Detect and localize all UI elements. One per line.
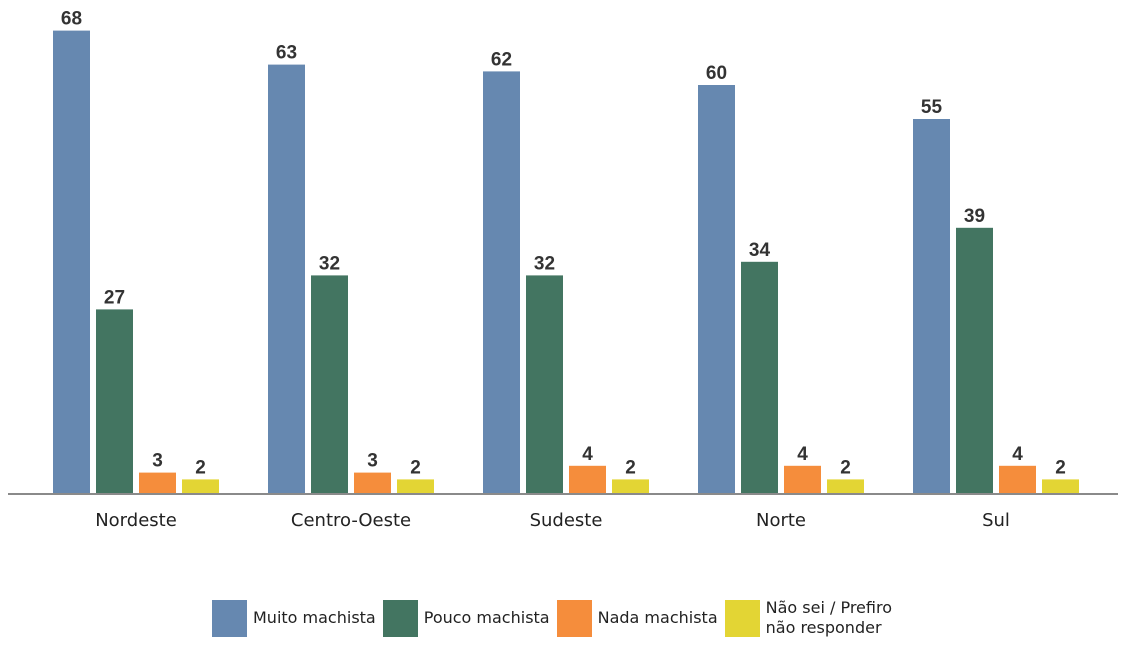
value-label-nordeste-nao-sei-prefiro-nao-responder: 2 [195, 457, 206, 478]
bar-nordeste-pouco-machista [96, 309, 133, 493]
legend-swatch [212, 599, 247, 637]
value-label-sul-nada-machista: 4 [1012, 444, 1023, 465]
value-label-norte-nao-sei-prefiro-nao-responder: 2 [840, 457, 851, 478]
value-label-nordeste-pouco-machista: 27 [104, 287, 125, 308]
x-tick-labels-group: Nordeste Centro-Oeste Sudeste Norte Sul [95, 510, 1010, 531]
value-label-nordeste-nada-machista: 3 [152, 451, 163, 472]
bar-sul-pouco-machista [956, 227, 993, 494]
value-label-centro-oeste-muito-machista: 63 [276, 43, 297, 64]
value-label-sul-muito-machista: 55 [921, 97, 943, 118]
value-label-sul-nao-sei-prefiro-nao-responder: 2 [1055, 457, 1066, 478]
bar-sul-nada-machista [999, 465, 1036, 493]
value-label-nordeste-muito-machista: 68 [61, 9, 82, 30]
bar-norte-muito-machista [698, 85, 735, 493]
value-label-sudeste-nada-machista: 4 [582, 444, 593, 465]
value-label-centro-oeste-nao-sei-prefiro-nao-responder: 2 [410, 457, 421, 478]
bar-sul-muito-machista [913, 119, 950, 493]
bar-sudeste-nada-machista [569, 465, 606, 493]
x-tick-label-centro-oeste: Centro-Oeste [291, 510, 411, 531]
bar-sudeste-nao-sei-prefiro-nao-responder [612, 479, 649, 493]
value-label-sudeste-pouco-machista: 32 [534, 253, 555, 274]
bar-centro-oeste-pouco-machista [311, 275, 348, 493]
legend-label: Pouco machista [423, 608, 550, 627]
x-tick-label-norte: Norte [756, 510, 806, 531]
bar-sudeste-pouco-machista [526, 275, 563, 493]
bar-norte-nada-machista [784, 465, 821, 493]
legend-swatch [382, 599, 418, 637]
legend-swatch [556, 599, 592, 637]
value-label-centro-oeste-pouco-machista: 32 [319, 253, 340, 274]
legend-swatch [724, 599, 760, 637]
legend-item-nada-machista: Nada machista [556, 599, 718, 637]
legend-label: Não sei / Prefiro não responder [765, 598, 892, 637]
value-label-sudeste-muito-machista: 62 [491, 49, 512, 70]
bars-group [53, 30, 1079, 494]
x-tick-label-sudeste: Sudeste [530, 510, 603, 531]
value-label-sul-pouco-machista: 39 [964, 206, 985, 227]
x-tick-label-sul: Sul [982, 510, 1010, 531]
bar-sudeste-muito-machista [483, 71, 520, 494]
bar-centro-oeste-nada-machista [354, 472, 391, 493]
legend-label: Muito machista [253, 608, 376, 627]
legend-label: Nada machista [597, 608, 718, 627]
value-label-norte-pouco-machista: 34 [749, 240, 771, 261]
bar-nordeste-muito-machista [53, 30, 90, 493]
bar-centro-oeste-muito-machista [268, 64, 305, 493]
bar-sul-nao-sei-prefiro-nao-responder [1042, 479, 1079, 493]
value-label-centro-oeste-nada-machista: 3 [367, 451, 378, 472]
bar-nordeste-nao-sei-prefiro-nao-responder [182, 479, 219, 493]
value-label-norte-nada-machista: 4 [797, 444, 808, 465]
legend-item-pouco-machista: Pouco machista [382, 599, 550, 637]
bar-norte-pouco-machista [741, 261, 778, 493]
bar-centro-oeste-nao-sei-prefiro-nao-responder [397, 479, 434, 493]
x-tick-label-nordeste: Nordeste [95, 510, 177, 531]
bar-norte-nao-sei-prefiro-nao-responder [827, 479, 864, 493]
legend-item-nao-sei: Não sei / Prefiro não responder [724, 598, 916, 638]
legend: Muito machista Pouco machista Nada machi… [212, 598, 923, 638]
bar-nordeste-nada-machista [139, 472, 176, 493]
value-label-sudeste-nao-sei-prefiro-nao-responder: 2 [625, 457, 636, 478]
legend-item-muito-machista: Muito machista [212, 599, 376, 637]
value-label-norte-muito-machista: 60 [706, 63, 727, 84]
